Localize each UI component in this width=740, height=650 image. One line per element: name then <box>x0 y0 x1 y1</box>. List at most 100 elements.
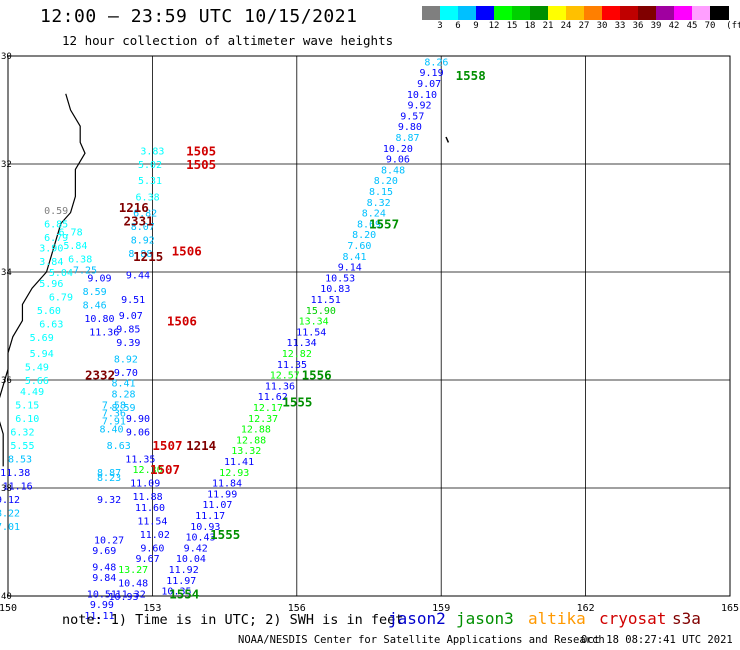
island-mark <box>445 136 450 143</box>
wave-height-label: 10.20 <box>383 144 413 155</box>
color-swatch <box>440 6 459 20</box>
color-swatch <box>530 6 549 20</box>
color-swatch <box>710 6 729 20</box>
wave-height-label: 6.63 <box>39 319 63 330</box>
color-swatch <box>566 6 585 20</box>
wave-height-label: 10.83 <box>320 284 350 295</box>
wave-height-label: 9.51 <box>121 295 145 306</box>
wave-height-label: 11.60 <box>135 503 165 514</box>
lon-tick-label: 159 <box>432 603 450 614</box>
wave-height-label: 7.25 <box>73 265 97 276</box>
wave-height-label: 5.49 <box>25 363 49 374</box>
legend-cryosat: cryosat <box>599 609 667 628</box>
wave-height-label: 9.06 <box>386 155 410 166</box>
wave-height-label: 11.51 <box>311 295 341 306</box>
color-scale-bar <box>422 6 729 20</box>
color-scale-tick-label: 21 <box>542 21 554 31</box>
legend-jason3: jason3 <box>456 609 514 628</box>
wave-height-label: 10.51 <box>87 589 117 600</box>
wave-height-label: 5.04 <box>49 268 73 279</box>
wave-height-label: 13.27 <box>118 565 148 576</box>
wave-height-label: 8.23 <box>97 473 121 484</box>
wave-height-label: 6.85 <box>44 219 68 230</box>
wave-height-label: 13.34 <box>299 317 329 328</box>
wave-height-label: 9.70 <box>114 368 138 379</box>
wave-height-label: 7.60 <box>347 241 371 252</box>
wave-height-label: 12.17 <box>253 403 283 414</box>
wave-height-label: 11.92 <box>169 565 199 576</box>
wave-height-label: 8.20 <box>352 230 376 241</box>
pass-time-label: 1216 <box>119 200 149 215</box>
wave-height-label: 9.69 <box>92 546 116 557</box>
wave-height-label: 11.62 <box>258 392 288 403</box>
wave-height-label: 8.07 <box>131 222 155 233</box>
wave-height-label: 12.93 <box>219 468 249 479</box>
wave-height-label: 11.11 <box>84 611 114 622</box>
pass-time-label: 1507 <box>150 462 180 477</box>
color-scale-tick-label: 12 <box>488 21 500 31</box>
credit-text: NOAA/NESDIS Center for Satellite Applica… <box>238 634 605 646</box>
wave-height-label: 11.97 <box>166 576 196 587</box>
pass-time-label: 2332 <box>85 368 115 383</box>
wave-height-label: 12.88 <box>241 425 271 436</box>
color-swatch <box>656 6 675 20</box>
color-scale-tick-label: 45 <box>686 21 698 31</box>
color-swatch <box>494 6 513 20</box>
wave-height-label: 8.88 <box>128 249 152 260</box>
pass-time-label: 1555 <box>282 395 312 410</box>
wave-height-label: 12.57 <box>270 371 300 382</box>
wave-height-label: 9.90 <box>126 414 150 425</box>
wave-height-label: 10.93 <box>108 592 138 603</box>
color-scale-tick-label: 39 <box>650 21 662 31</box>
legend-s3a: s3a <box>672 609 701 628</box>
color-swatch <box>458 6 477 20</box>
wave-height-label: 11.35 <box>125 454 155 465</box>
wave-height-label: 3.84 <box>39 257 63 268</box>
color-scale-unit: (ft) <box>726 21 740 31</box>
pass-time-label: 1555 <box>210 527 240 542</box>
coastline <box>0 93 86 467</box>
lon-tick-label: 165 <box>721 603 739 614</box>
pass-time-label: 1556 <box>302 368 332 383</box>
wave-height-label: 8.15 <box>369 187 393 198</box>
color-swatch <box>674 6 693 20</box>
color-swatch <box>602 6 621 20</box>
wave-height-label: 8.41 <box>343 252 367 263</box>
map-frame <box>7 55 731 597</box>
color-swatch <box>692 6 711 20</box>
legend-altika: altika <box>528 609 586 628</box>
wave-height-label: 9.60 <box>140 543 164 554</box>
color-scale-tick-label: 27 <box>578 21 590 31</box>
wave-height-label: 8.26 <box>424 57 448 68</box>
wave-height-label: 10.10 <box>407 90 437 101</box>
wave-height-label: 5.02 <box>138 160 162 171</box>
pass-time-label: 1558 <box>456 68 486 83</box>
wave-height-label: 6.38 <box>68 255 92 266</box>
wave-height-label: 9.92 <box>407 101 431 112</box>
lat-tick-label: 30 <box>1 52 12 62</box>
wave-height-label: 4.49 <box>20 387 44 398</box>
color-scale-tick-label: 15 <box>506 21 518 31</box>
wave-height-label: 10.80 <box>84 314 114 325</box>
wave-height-label: 10.35 <box>161 587 191 598</box>
wave-height-label: 5.84 <box>63 241 87 252</box>
wave-height-label: 9.09 <box>87 273 111 284</box>
wave-height-label: 6.32 <box>10 427 34 438</box>
wave-height-label: 11.84 <box>212 479 242 490</box>
lat-tick-label: 40 <box>1 592 12 602</box>
color-scale-tick-label: 9 <box>473 21 479 31</box>
wave-height-label: 10.53 <box>325 273 355 284</box>
wave-height-label: 3.90 <box>39 244 63 255</box>
wave-height-label: 9.44 <box>126 271 150 282</box>
wave-height-label: 6.38 <box>136 192 160 203</box>
map-title: 12:00 – 23:59 UTC 10/15/2021 <box>40 6 358 27</box>
pass-time-label: 1215 <box>133 249 163 264</box>
wave-height-label: 8.22 <box>0 508 20 519</box>
wave-height-label: 3.83 <box>140 147 164 158</box>
wave-height-label: 6.79 <box>49 292 73 303</box>
wave-height-label: 5.31 <box>138 176 162 187</box>
pass-time-label: 1507 <box>152 438 182 453</box>
color-swatch <box>512 6 531 20</box>
wave-height-label: 7.01 <box>0 522 20 533</box>
